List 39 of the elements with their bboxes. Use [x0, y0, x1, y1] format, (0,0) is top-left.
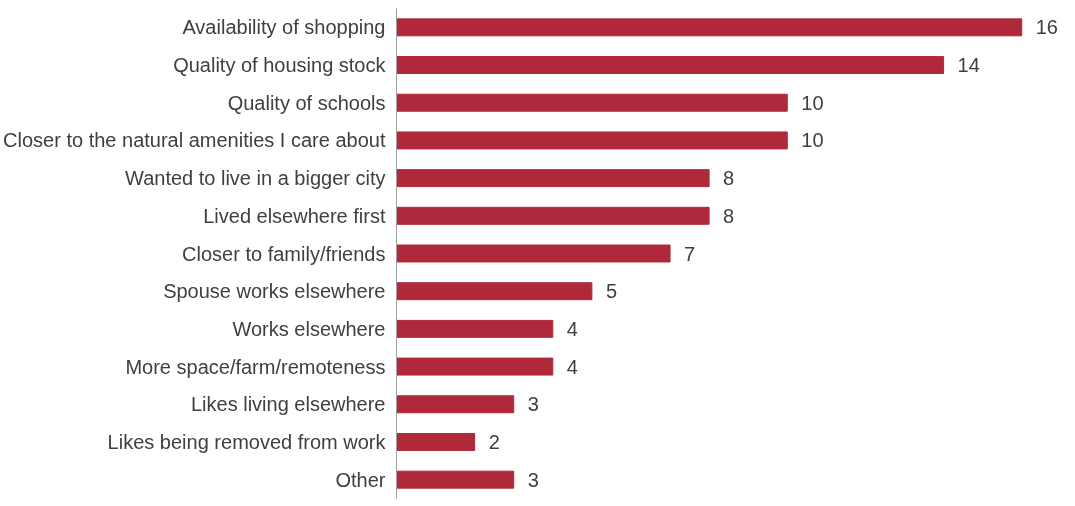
- y-tick-label: Spouse works elsewhere: [163, 280, 386, 303]
- y-tick-label: Closer to family/friends: [182, 242, 386, 265]
- data-label: 8: [723, 167, 735, 190]
- data-label: 14: [957, 54, 980, 77]
- data-label: 3: [527, 468, 539, 491]
- bar: [396, 319, 554, 338]
- bar: [396, 282, 593, 301]
- y-tick-label: Wanted to live in a bigger city: [125, 167, 386, 190]
- y-tick-label: Likes living elsewhere: [190, 393, 386, 416]
- y-tick-label: Closer to the natural amenities I care about: [3, 129, 386, 152]
- bar: [396, 432, 476, 451]
- y-tick-label: Quality of housing stock: [173, 54, 387, 77]
- bar: [396, 395, 515, 414]
- bar: [396, 56, 945, 75]
- y-tick-label: Lived elsewhere first: [203, 204, 386, 227]
- data-label: 2: [488, 430, 500, 453]
- data-label: 8: [723, 204, 735, 227]
- y-tick-label: Quality of schools: [227, 91, 386, 114]
- y-tick-label: More space/farm/remoteness: [125, 355, 386, 378]
- bar: [396, 18, 1023, 37]
- bar: [396, 131, 788, 150]
- y-tick-label: Works elsewhere: [232, 317, 386, 340]
- data-label: 16: [1035, 16, 1058, 39]
- data-label: 4: [566, 355, 578, 378]
- data-label: 7: [684, 242, 696, 265]
- data-label: 10: [801, 91, 824, 114]
- bar: [396, 357, 554, 376]
- data-label: 4: [566, 317, 578, 340]
- bar: [396, 206, 710, 225]
- data-label: 10: [801, 129, 824, 152]
- data-label: 3: [527, 393, 539, 416]
- y-tick-label: Other: [335, 468, 386, 491]
- y-tick-label: Availability of shopping: [182, 16, 386, 39]
- bar: [396, 244, 671, 263]
- bar: [396, 93, 788, 112]
- bar: [396, 169, 710, 188]
- y-tick-label: Likes being removed from work: [107, 430, 387, 453]
- bar: [396, 470, 515, 489]
- data-label: 5: [605, 280, 618, 303]
